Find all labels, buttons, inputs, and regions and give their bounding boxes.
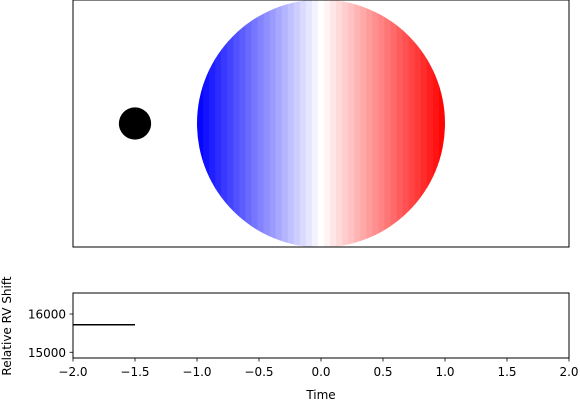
- star-velocity-strip: [263, 0, 271, 248]
- star-velocity-strip: [197, 0, 204, 248]
- star-velocity-strip: [251, 0, 259, 248]
- star-velocity-strip: [203, 0, 210, 248]
- star-velocity-strip: [317, 0, 325, 248]
- y-tick-label: 15000: [28, 346, 66, 360]
- star-panel-frame: [72, 0, 570, 248]
- rv-panel: −2.0 −1.5 −1.0 −0.5 0.0 0.5 1.0 1.5 2.0 15000 160…: [0, 276, 579, 402]
- star-velocity-strip: [438, 0, 445, 248]
- star-velocity-strip: [209, 0, 216, 248]
- x-tick-label: 0.5: [373, 365, 392, 379]
- star-velocity-strip: [239, 0, 246, 248]
- x-tick-label: 0.0: [311, 365, 330, 379]
- star-velocity-strip: [257, 0, 265, 248]
- star-velocity-strip: [221, 0, 228, 248]
- y-axis-label: Relative RV Shift: [0, 276, 14, 375]
- star-velocity-strip: [408, 0, 416, 248]
- star-velocity-strip: [426, 0, 434, 248]
- star-velocity-strip: [311, 0, 319, 248]
- star-velocity-strip: [396, 0, 404, 248]
- x-tick-label: 1.0: [435, 365, 454, 379]
- star-velocity-strip: [354, 0, 361, 248]
- star-velocity-strip: [245, 0, 253, 248]
- rv-panel-frame: [72, 292, 570, 359]
- x-tick-label: 2.0: [559, 365, 578, 379]
- star-velocity-strip: [299, 0, 307, 248]
- star-velocity-strip: [233, 0, 240, 248]
- x-tick-label: −0.5: [244, 365, 273, 379]
- star-velocity-strip: [402, 0, 410, 248]
- star-velocity-strip: [275, 0, 283, 248]
- star-velocity-strip: [372, 0, 380, 248]
- star-velocity-strip: [293, 0, 301, 248]
- star-panel: [72, 0, 570, 248]
- star-velocity-strip: [336, 0, 343, 248]
- star-velocity-strip: [348, 0, 355, 248]
- star-velocity-strip: [324, 0, 331, 248]
- x-axis: −2.0 −1.5 −1.0 −0.5 0.0 0.5 1.0 1.5 2.0: [58, 358, 579, 379]
- x-tick-label: −2.0: [58, 365, 87, 379]
- star-velocity-strip: [330, 0, 337, 248]
- star-velocity-strip: [281, 0, 289, 248]
- x-tick-label: 1.5: [497, 365, 516, 379]
- star-velocity-strip: [366, 0, 374, 248]
- planet: [118, 107, 152, 140]
- star-velocity-strip: [287, 0, 295, 248]
- star-velocity-strip: [432, 0, 440, 248]
- star-disk: [197, 0, 445, 248]
- x-tick-label: −1.5: [120, 365, 149, 379]
- y-axis: 15000 16000: [28, 308, 73, 360]
- star-velocity-strip: [420, 0, 428, 248]
- star-velocity-strip: [390, 0, 398, 248]
- x-tick-label: −1.0: [182, 365, 211, 379]
- x-axis-label: Time: [305, 388, 335, 402]
- star-velocity-strip: [215, 0, 222, 248]
- star-velocity-strip: [342, 0, 349, 248]
- star-velocity-strip: [378, 0, 386, 248]
- star-velocity-strip: [305, 0, 313, 248]
- star-velocity-strip: [269, 0, 277, 248]
- y-tick-label: 16000: [28, 308, 66, 322]
- star-velocity-strip: [384, 0, 392, 248]
- star-velocity-strip: [414, 0, 422, 248]
- star-velocity-strip: [360, 0, 367, 248]
- star-velocity-strip: [227, 0, 234, 248]
